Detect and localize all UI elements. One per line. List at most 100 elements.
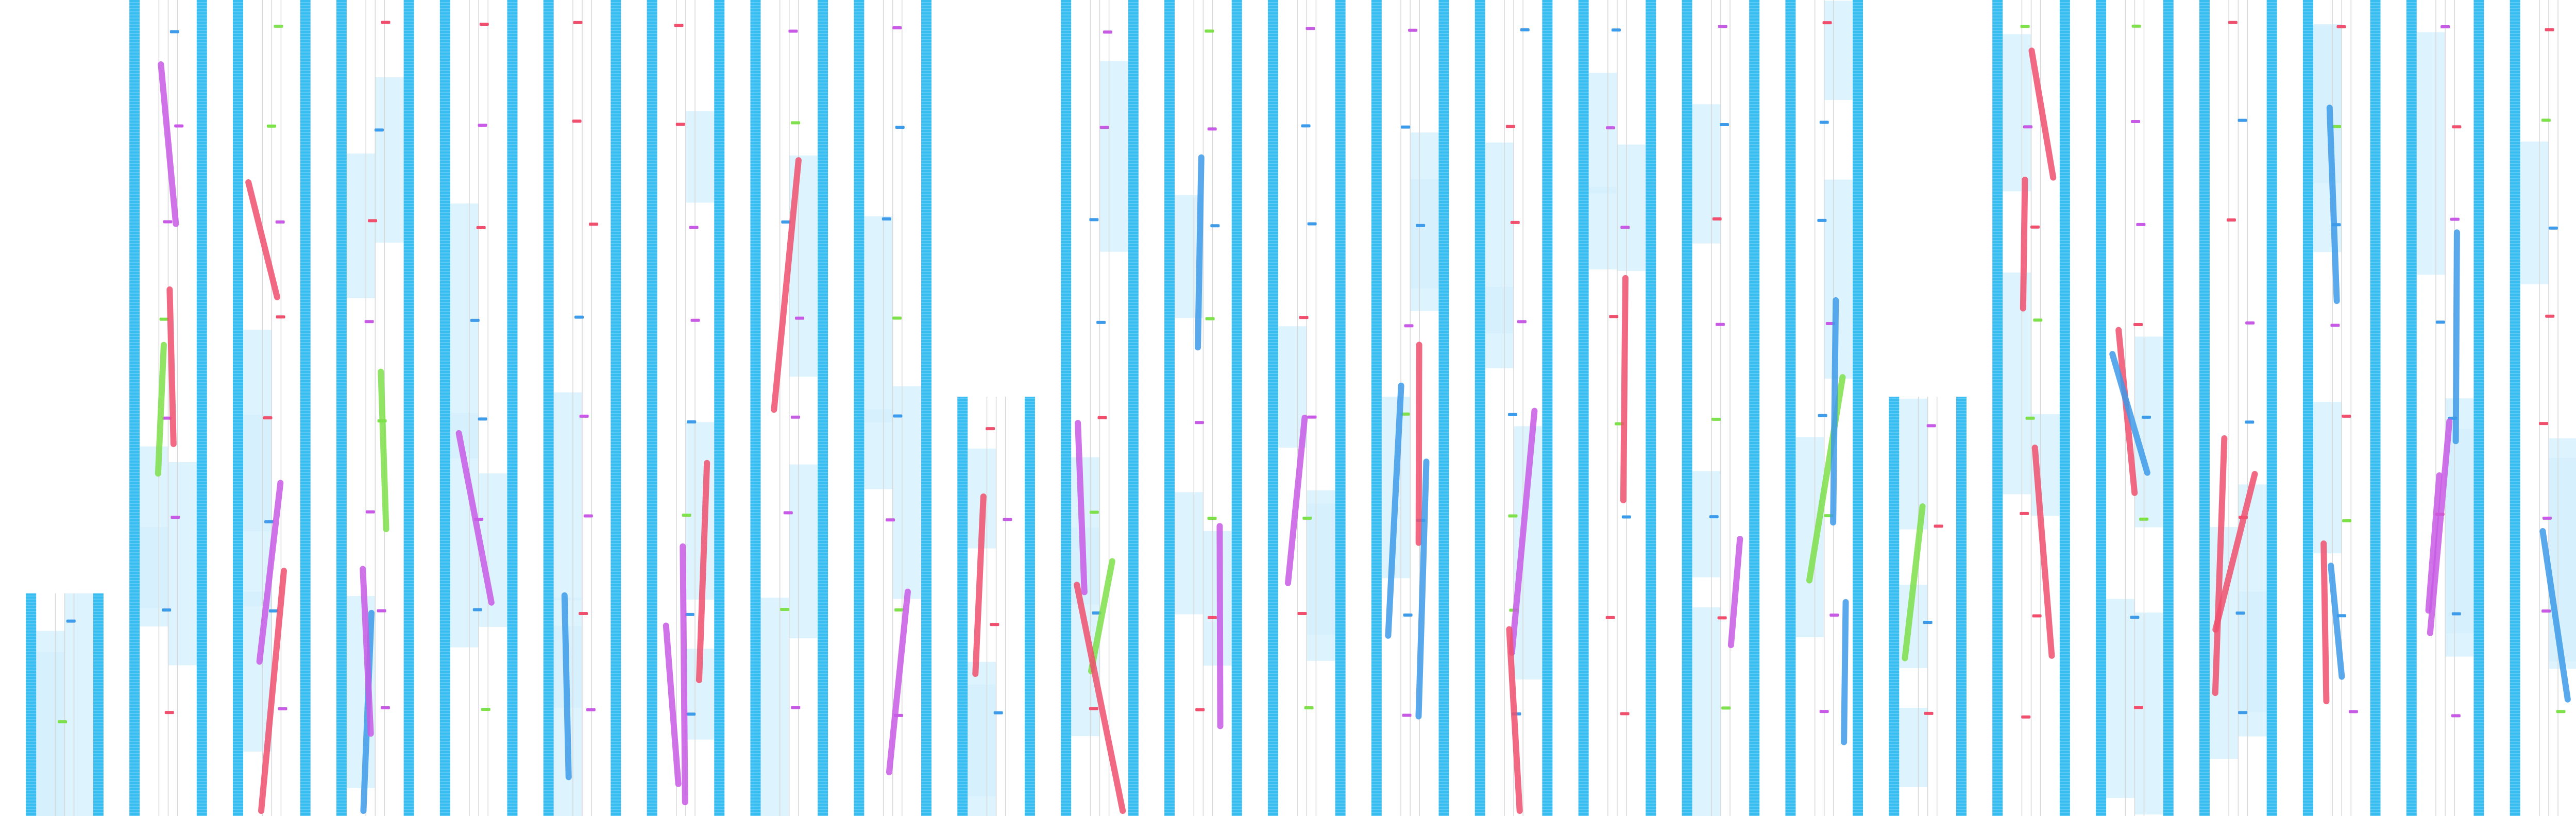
note [2228, 21, 2238, 24]
slide-bar [256, 480, 284, 665]
note [1195, 708, 1205, 711]
note [478, 123, 487, 127]
lane-glow [375, 77, 404, 243]
note [2136, 223, 2146, 226]
note [893, 414, 903, 418]
note [162, 416, 172, 420]
note [1817, 218, 1827, 222]
lane-glow [760, 598, 789, 816]
lane-glow [2134, 336, 2163, 528]
slide-bar [1385, 382, 1404, 639]
note [1307, 415, 1317, 419]
note [1207, 616, 1217, 619]
note [882, 217, 891, 221]
slide-bar [2109, 351, 2150, 476]
lane-column [2406, 0, 2484, 816]
note [686, 712, 696, 716]
lane-border [1061, 0, 1072, 816]
note [2348, 710, 2358, 713]
slide-bar [680, 543, 688, 806]
note [1721, 706, 1731, 710]
note [1819, 710, 1829, 713]
note [1089, 511, 1099, 514]
note [1194, 421, 1204, 424]
note [1715, 322, 1725, 326]
lane-column [26, 593, 104, 816]
slide-bar [2328, 563, 2345, 680]
note [164, 711, 174, 715]
slide-bar [2028, 47, 2057, 181]
note [2238, 711, 2248, 715]
note [895, 126, 905, 129]
note [579, 611, 588, 615]
note [2451, 714, 2461, 718]
note [1510, 220, 1520, 224]
lane-glow [685, 422, 715, 600]
note [278, 707, 287, 710]
lane-glow [2313, 402, 2342, 554]
lane-border [233, 0, 244, 816]
lane-border [2096, 0, 2107, 816]
slide-bar [360, 566, 374, 737]
note [2030, 225, 2040, 229]
note [783, 511, 793, 515]
lane-glow [140, 527, 168, 627]
slide-bar [2425, 472, 2443, 614]
note [1508, 514, 1518, 518]
note [1402, 713, 1412, 717]
note [2238, 118, 2247, 122]
note [380, 706, 390, 709]
slide-bar [1075, 420, 1088, 596]
lane-glow [64, 593, 93, 816]
note [573, 21, 583, 24]
note [1307, 222, 1317, 226]
lane-border [196, 0, 207, 816]
note [2020, 512, 2029, 515]
lane-glow [2003, 272, 2031, 495]
lane-border [1578, 0, 1589, 816]
note [1923, 621, 1933, 624]
note [2139, 517, 2149, 521]
note [374, 128, 384, 132]
note [1092, 611, 1101, 615]
note [1819, 121, 1829, 124]
note [263, 416, 273, 420]
note [1400, 412, 1410, 416]
lane-border [403, 0, 414, 816]
note [2025, 416, 2035, 420]
slide-bar [1195, 154, 1205, 351]
note [790, 415, 800, 419]
lane-glow [1692, 607, 1721, 816]
note [1718, 25, 1727, 28]
lane-glow [2003, 34, 2031, 192]
note [583, 514, 593, 518]
lane-column [854, 0, 932, 816]
note [66, 619, 76, 623]
lane-border [1267, 0, 1278, 816]
lane-glow [1588, 73, 1617, 194]
lane-column [233, 0, 311, 816]
note [1097, 416, 1107, 419]
note [2330, 324, 2340, 327]
note [1605, 616, 1615, 619]
note [1404, 324, 1414, 328]
note [163, 220, 173, 224]
lane-border [1475, 0, 1485, 816]
lane-glow [1410, 132, 1439, 289]
lane-column [1785, 0, 1863, 816]
lane-border [750, 0, 761, 816]
note [365, 510, 375, 514]
note [1205, 29, 1214, 33]
lane-glow [1692, 471, 1721, 577]
slide-bar [166, 286, 177, 447]
note [274, 24, 283, 28]
note [1306, 27, 1315, 30]
note [171, 516, 180, 519]
lane-glow [2313, 24, 2342, 252]
note [1301, 124, 1311, 128]
lane-border [300, 0, 311, 816]
note [1621, 515, 1631, 519]
note [2450, 217, 2460, 221]
note [1822, 21, 1832, 25]
